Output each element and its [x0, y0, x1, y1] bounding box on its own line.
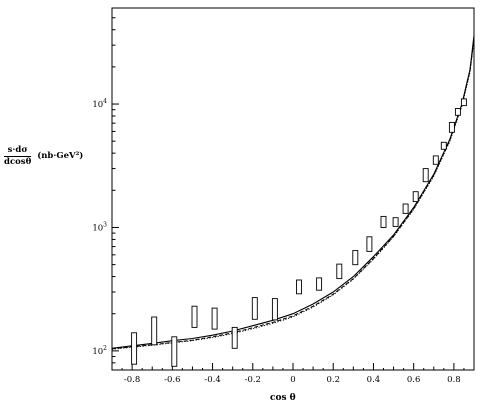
data-box — [432, 155, 439, 165]
x-tick-label: 0 — [290, 375, 295, 385]
data-box — [380, 215, 387, 228]
y-axis-label-units: (nb·GeV²) — [37, 150, 84, 161]
curve-dotted — [111, 39, 475, 350]
data-box — [171, 336, 178, 367]
data-box — [440, 141, 447, 150]
x-tick-label: -0.6 — [164, 375, 180, 385]
plot-frame — [111, 7, 475, 371]
data-box — [402, 203, 409, 214]
x-axis: -0.8 -0.6 -0.4 -0.2 0 0.2 0.4 0.6 0.8 — [111, 363, 475, 385]
data-boxes — [131, 98, 467, 367]
data-box — [316, 277, 323, 291]
data-box — [211, 307, 218, 330]
data-box — [271, 298, 278, 321]
data-box — [422, 168, 429, 183]
y-axis: 102 103 104 — [92, 7, 119, 371]
data-box — [366, 236, 373, 252]
y-axis-label-denominator: dcosθ — [4, 156, 32, 167]
data-box — [251, 297, 258, 320]
data-box — [448, 121, 455, 133]
curve-solid — [111, 35, 475, 349]
data-box — [151, 316, 158, 346]
data-box — [392, 217, 399, 227]
data-box — [454, 108, 461, 116]
curve-dashed — [111, 38, 475, 350]
y-tick-label: 102 — [92, 345, 107, 357]
x-tick-label: 0.4 — [367, 375, 381, 385]
data-box — [231, 326, 238, 349]
x-axis-label: cos θ — [270, 393, 296, 403]
y-tick-label: 104 — [92, 98, 107, 110]
x-tick-label: -0.4 — [204, 375, 220, 385]
data-box — [296, 279, 302, 295]
data-box — [191, 305, 198, 328]
y-axis-label-numerator: s·dσ — [4, 146, 32, 157]
y-tick-label: 103 — [92, 221, 107, 233]
x-tick-label: 0.6 — [407, 375, 421, 385]
model-curves — [111, 35, 475, 350]
x-tick-label: 0.2 — [326, 375, 340, 385]
x-tick-label: -0.2 — [245, 375, 261, 385]
x-tick-label: 0.8 — [447, 375, 461, 385]
x-tick-label: -0.8 — [124, 375, 140, 385]
data-box — [412, 191, 419, 203]
data-box — [336, 263, 343, 280]
y-axis-label: s·dσ dcosθ (nb·GeV²) — [4, 146, 116, 166]
data-box — [460, 98, 467, 107]
data-box — [352, 250, 359, 266]
data-box — [131, 332, 138, 365]
